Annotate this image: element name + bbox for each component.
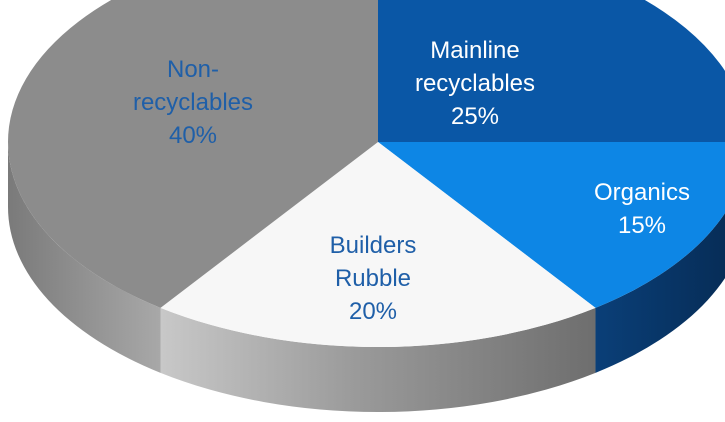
- slice-name-label: recyclables: [133, 89, 253, 116]
- pie-slice-non-recyclables: [8, 0, 378, 308]
- slice-name-label: Organics: [594, 179, 690, 206]
- pie-sides: [8, 142, 725, 412]
- slice-label-non-recyclables: Non-recyclables 40%: [133, 56, 253, 149]
- slice-percent-label: 20%: [349, 298, 397, 325]
- pie-tops: [8, 0, 725, 347]
- slice-percent-label: 15%: [618, 212, 666, 239]
- pie-slice-mainline-recyclables: [378, 0, 725, 142]
- pie-slice-organics: [378, 142, 725, 308]
- slice-name-label: Mainline: [430, 37, 519, 64]
- slice-name-label: recyclables: [415, 70, 535, 97]
- pie-slice-builders-rubble: [160, 142, 596, 347]
- slice-name-label: Builders: [330, 232, 417, 259]
- pie-side-organics: [595, 213, 725, 373]
- slice-label-organics: Organics 15%: [594, 179, 690, 239]
- slice-label-builders-rubble: Builders Rubble 20%: [330, 232, 417, 325]
- pie-labels: Mainline recyclables 25% Organics 15% Builder…: [133, 37, 690, 325]
- slice-name-label: Rubble: [335, 265, 411, 292]
- pie-side-non-recyclables: [8, 142, 161, 373]
- slice-percent-label: 25%: [451, 103, 499, 130]
- pie-side-builders-rubble: [160, 307, 596, 412]
- slice-label-mainline-recyclables: Mainline recyclables 25%: [415, 37, 535, 130]
- slice-percent-label: 40%: [169, 122, 217, 149]
- slice-name-label: Non-: [167, 56, 219, 83]
